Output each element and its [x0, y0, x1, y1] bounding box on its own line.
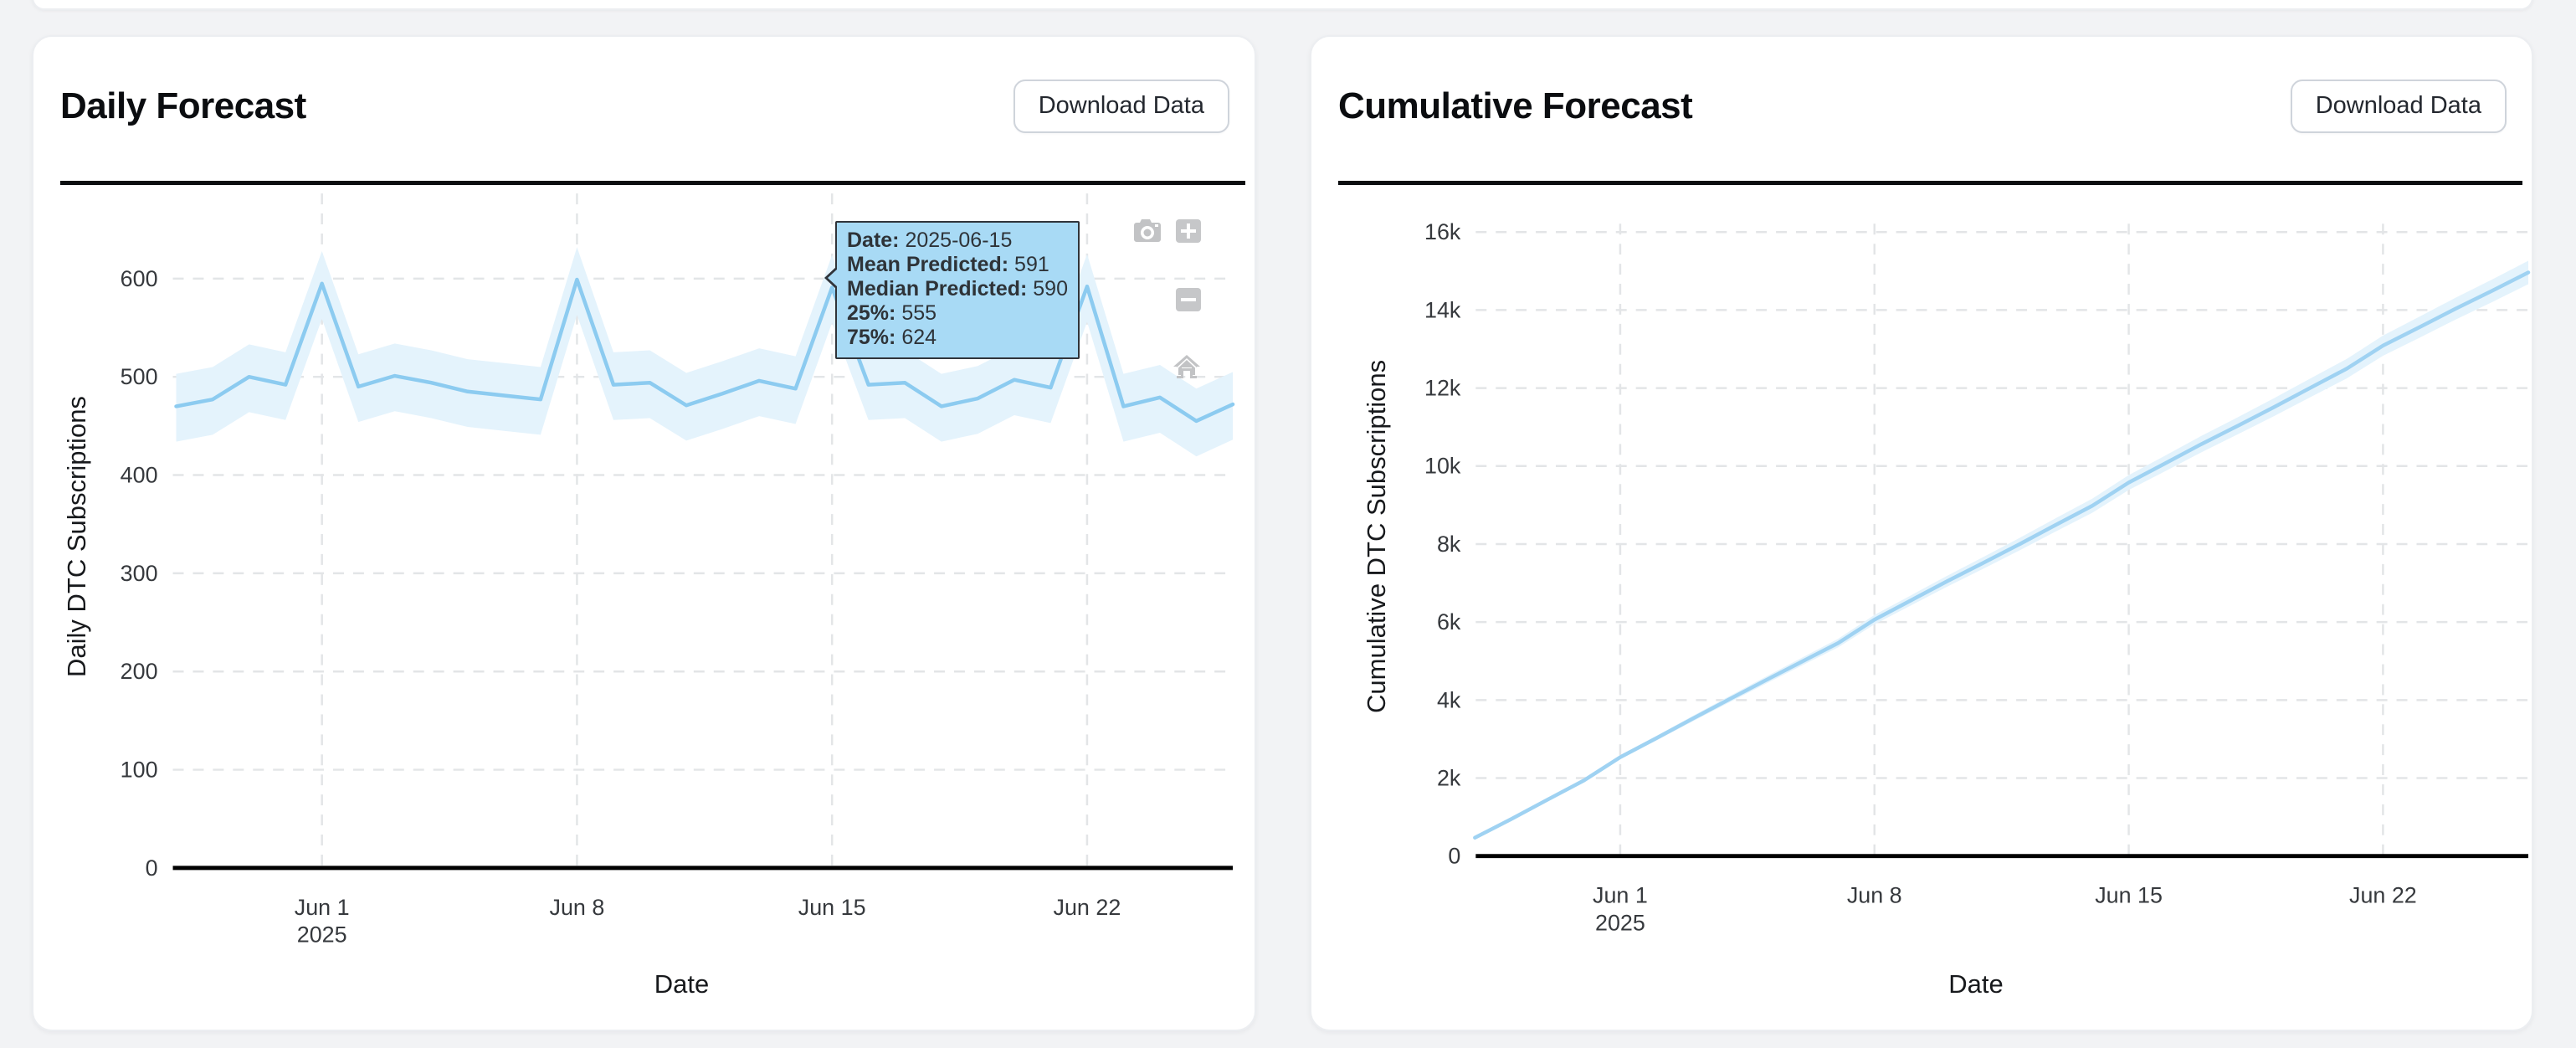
download-data-button-cumulative[interactable]: Download Data [2290, 80, 2507, 133]
camera-icon[interactable] [1131, 218, 1163, 247]
cumulative-forecast-chart: 0 2k 4k 6k 8k 10k 12k 14k 16k Jun 1 2025 Jun 8 Jun 1… [1424, 219, 2531, 935]
page-title-cumulative: Cumulative Forecast [1338, 85, 1693, 126]
x-tick-label: Jun 22 [2349, 882, 2417, 907]
y-tick-label: 200 [121, 659, 158, 684]
tooltip-row: Date: 2025-06-15 [847, 229, 1013, 252]
tooltip-row: Median Predicted: 590 [847, 277, 1068, 301]
cumulative-card-header: Cumulative Forecast Download Data [1311, 37, 2532, 154]
y-tick-label: 10k [1424, 454, 1461, 479]
x-tick-label: 2025 [297, 922, 347, 948]
x-tick-label: 2025 [1595, 910, 1645, 935]
y-tick-label: 300 [121, 561, 158, 586]
y-tick-label: 2k [1437, 765, 1461, 790]
forecast-line [1473, 270, 2531, 840]
x-axis-title-cumulative: Date [1948, 969, 2004, 999]
y-tick-label: 4k [1437, 687, 1461, 712]
x-tick-label: Jun 1 [295, 895, 350, 920]
download-data-button-daily[interactable]: Download Data [1013, 80, 1229, 133]
y-axis-title-cumulative: Cumulative DTC Subscriptions [1362, 359, 1391, 714]
y-tick-label: 0 [1448, 844, 1460, 869]
y-tick-label: 500 [121, 364, 158, 389]
y-tick-label: 600 [121, 266, 158, 291]
zoom-in-icon[interactable] [1176, 219, 1201, 243]
confidence-band [176, 247, 1234, 457]
tooltip-row: 75%: 624 [847, 326, 937, 349]
y-tick-label: 14k [1424, 297, 1461, 322]
hover-tooltip: Date: 2025-06-15 Mean Predicted: 591 Media… [824, 221, 1080, 359]
y-axis-title-daily: Daily DTC Subscriptions [62, 396, 91, 677]
home-icon[interactable] [1172, 353, 1202, 383]
tooltip-row: Mean Predicted: 591 [847, 253, 1049, 276]
y-tick-label: 400 [121, 463, 158, 488]
cumulative-forecast-plot[interactable]: 0 2k 4k 6k 8k 10k 12k 14k 16k Jun 1 2025 Jun 8 Jun 1… [1311, 186, 2532, 1030]
header-divider-daily [60, 181, 1245, 185]
tooltip-row: 25%: 555 [847, 301, 937, 325]
y-tick-label: 100 [121, 758, 158, 783]
x-tick-label: Jun 1 [1593, 882, 1648, 907]
forecast-line [174, 277, 1235, 424]
page-title-daily: Daily Forecast [60, 85, 306, 126]
y-tick-label: 16k [1424, 219, 1461, 244]
y-tick-label: 0 [146, 855, 158, 881]
daily-card-header: Daily Forecast Download Data [33, 37, 1255, 154]
y-tick-label: 6k [1437, 609, 1461, 634]
x-axis-title-daily: Date [654, 969, 710, 999]
x-tick-label: Jun 15 [798, 895, 866, 920]
previous-card-bottom-edge [32, 0, 2533, 10]
x-tick-label: Jun 8 [550, 895, 605, 920]
y-tick-label: 12k [1424, 376, 1461, 401]
x-tick-label: Jun 8 [1847, 882, 1902, 907]
header-divider-cumulative [1338, 181, 2522, 185]
zoom-out-icon[interactable] [1176, 288, 1201, 311]
y-tick-label: 8k [1437, 532, 1461, 557]
daily-forecast-plot[interactable]: 0 100 200 300 400 500 600 Jun 1 2025 Jun 8 Jun 15 J… [33, 186, 1255, 1030]
tooltip-rows: Date: 2025-06-15 Mean Predicted: 591 Media… [847, 229, 1068, 350]
x-tick-label: Jun 15 [2095, 882, 2163, 907]
daily-forecast-card: Daily Forecast Download Data 0 100 200 300 4… [32, 35, 1256, 1031]
cumulative-forecast-card: Cumulative Forecast Download Data 0 2k 4k 6… [1310, 35, 2533, 1031]
x-tick-label: Jun 22 [1054, 895, 1121, 920]
